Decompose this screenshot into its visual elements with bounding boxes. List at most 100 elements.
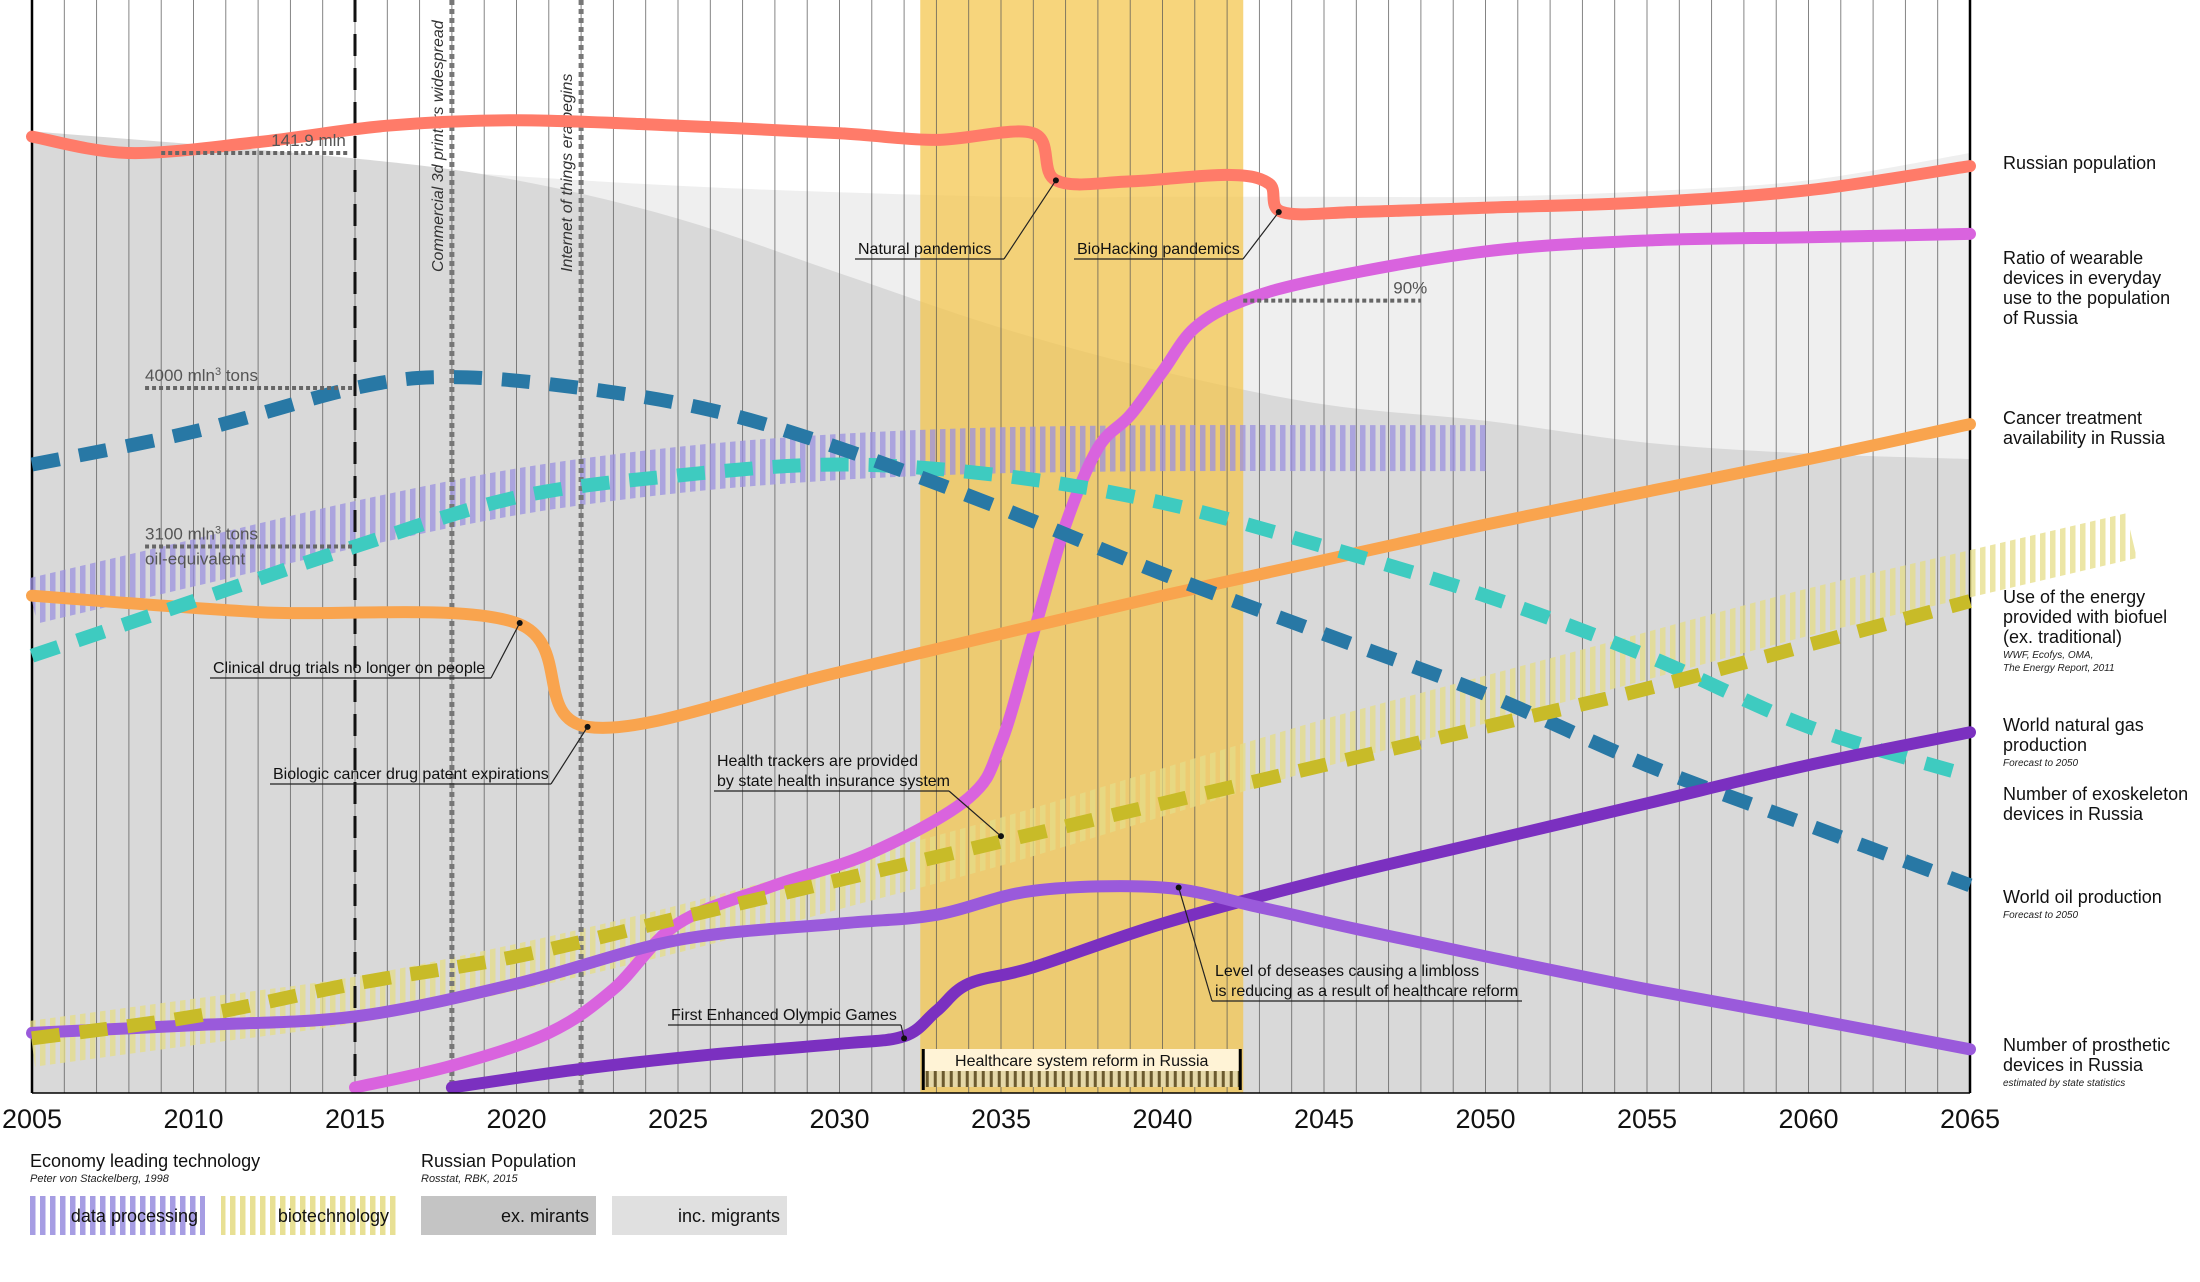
right-label-line: (ex. traditional) xyxy=(2003,627,2122,647)
x-tick-2035: 2035 xyxy=(971,1104,1031,1134)
right-label-line: Number of exoskeleton xyxy=(2003,784,2188,804)
annotation-0: Natural pandemics xyxy=(855,177,1059,260)
x-tick-2040: 2040 xyxy=(1132,1104,1192,1134)
right-label-line: of Russia xyxy=(2003,308,2079,328)
reform-label: Healthcare system reform in Russia xyxy=(955,1053,1209,1070)
annotation-dot-2 xyxy=(516,620,523,627)
data-series xyxy=(26,114,1976,1094)
annotation-leader-4 xyxy=(948,790,1002,837)
right-label-line: use to the population xyxy=(2003,288,2170,308)
legend-swatch-ex_migrants xyxy=(421,1196,596,1235)
right-label-line: Russian population xyxy=(2003,153,2156,173)
right-label-line: World oil production xyxy=(2003,887,2162,907)
right-label-line: provided with biofuel xyxy=(2003,607,2167,627)
reference-subtext: oil-equivalent xyxy=(145,550,245,569)
x-tick-2005: 2005 xyxy=(2,1104,62,1134)
legend: Economy leading technology Peter von Stac… xyxy=(30,1151,787,1235)
annotation-dot-6 xyxy=(1175,884,1182,891)
x-axis: 2005 2010 2015 2020 2025 2030 2035 2040 2045 2050… xyxy=(2,1092,2000,1134)
series-exoskeleton xyxy=(445,726,1976,1094)
x-tick-2065: 2065 xyxy=(1940,1104,2000,1134)
annotation-text-0: Natural pandemics xyxy=(858,241,991,258)
reference-label-0: 141.9 mln xyxy=(271,131,346,150)
annotation-5: First Enhanced Olympic Games xyxy=(668,1007,908,1042)
legend-label-data_processing: data processing xyxy=(71,1206,198,1226)
x-tick-2045: 2045 xyxy=(1294,1104,1354,1134)
right-label-sub: Forecast to 2050 xyxy=(2003,758,2078,769)
legend-source-1: Rosstat, RBK, 2015 xyxy=(421,1173,518,1185)
right-label-line: Use of the energy xyxy=(2003,587,2145,607)
annotation-leader-2 xyxy=(490,622,521,679)
right-label-line: Number of prosthetic xyxy=(2003,1035,2170,1055)
right-label-line: Ratio of wearable xyxy=(2003,248,2143,268)
annotation-text-4: Health trackers are provided xyxy=(717,753,918,770)
annotation-3: Biologic cancer drug patent expirations xyxy=(270,723,591,785)
annotation-text-1: BioHacking pandemics xyxy=(1077,241,1240,258)
reference-label-2: 3100 mln3 tons xyxy=(145,525,258,544)
annotation-dot-3 xyxy=(584,723,591,730)
reference-label-3: 90% xyxy=(1393,279,1427,298)
legend-title-0: Economy leading technology xyxy=(30,1151,260,1171)
legend-label-ex_migrants: ex. mirants xyxy=(501,1206,589,1226)
annotation-text2-4: by state health insurance system xyxy=(717,773,950,790)
series-wearables xyxy=(349,227,1976,1094)
x-tick-2020: 2020 xyxy=(486,1104,546,1134)
band-data_processing xyxy=(26,424,1486,624)
annotation-text-6: Level of deseases causing a limbloss xyxy=(1215,963,1479,980)
series-population xyxy=(26,114,1976,221)
annotation-dot-0 xyxy=(1052,177,1059,184)
annotation-dot-1 xyxy=(1275,209,1282,216)
legend-label-biotechnology: biotechnology xyxy=(278,1206,389,1226)
right-label-line: devices in everyday xyxy=(2003,268,2161,288)
right-label-sub: WWF, Ecofys, OMA, xyxy=(2003,650,2093,661)
annotation-leader-3 xyxy=(550,726,589,785)
x-tick-2010: 2010 xyxy=(163,1104,223,1134)
right-label-6: World oil production Forecast to 2050 xyxy=(2003,887,2162,921)
marker-label-iot: Internet of things era begins xyxy=(559,74,576,272)
annotation-1: BioHacking pandemics xyxy=(1074,209,1282,260)
legend-group-0: Economy leading technology Peter von Stac… xyxy=(30,1151,396,1235)
right-label-line: devices in Russia xyxy=(2003,804,2144,824)
series-oil xyxy=(30,370,1973,892)
x-tick-2050: 2050 xyxy=(1455,1104,1515,1134)
annotation-6: Level of deseases causing a limbloss is r… xyxy=(1175,884,1522,1002)
annotation-dot-5 xyxy=(901,1035,908,1042)
series-biofuel xyxy=(31,594,1972,1046)
annotations: Natural pandemics BioHacking pandemics Cli… xyxy=(210,177,1522,1090)
x-tick-2060: 2060 xyxy=(1778,1104,1838,1134)
annotation-text-5: First Enhanced Olympic Games xyxy=(671,1007,897,1024)
legend-swatch-data_processing xyxy=(30,1196,205,1235)
reference-lines: 141.9 mln 4000 mln3 tons 3100 mln3 tons 90%… xyxy=(145,131,1427,569)
x-tick-2055: 2055 xyxy=(1617,1104,1677,1134)
annotation-4: Health trackers are provided by state hea… xyxy=(714,753,1004,840)
series-cancer xyxy=(26,418,1976,734)
annotation-text2-6: is reducing as a result of healthcare re… xyxy=(1215,983,1518,1000)
annotation-text-3: Biologic cancer drug patent expirations xyxy=(273,766,549,783)
reform-bar-fill xyxy=(923,1071,1241,1087)
right-label-line: World natural gas xyxy=(2003,715,2144,735)
reform-bar: Healthcare system reform in Russia xyxy=(921,1049,1242,1090)
annotation-text-2: Clinical drug trials no longer on people xyxy=(213,660,485,677)
annotation-leader-1 xyxy=(1242,211,1280,260)
right-label-line: devices in Russia xyxy=(2003,1055,2144,1075)
right-label-line: production xyxy=(2003,735,2087,755)
right-label-sub: Forecast to 2050 xyxy=(2003,910,2078,921)
legend-swatch-biotechnology xyxy=(221,1196,396,1235)
reference-label-1: 4000 mln3 tons xyxy=(145,366,258,385)
legend-swatch-inc_migrants xyxy=(612,1196,787,1235)
x-tick-2015: 2015 xyxy=(325,1104,385,1134)
legend-source-0: Peter von Stackelberg, 1998 xyxy=(30,1173,170,1185)
marker-label-printers: Commercial 3d printers widespread xyxy=(430,19,447,272)
reform-bar-bg xyxy=(923,1049,1241,1071)
right-label-line: Cancer treatment xyxy=(2003,408,2142,428)
right-label-sub: estimated by state statistics xyxy=(2003,1078,2125,1089)
series-gas xyxy=(29,457,1973,783)
annotation-2: Clinical drug trials no longer on people xyxy=(210,620,523,679)
